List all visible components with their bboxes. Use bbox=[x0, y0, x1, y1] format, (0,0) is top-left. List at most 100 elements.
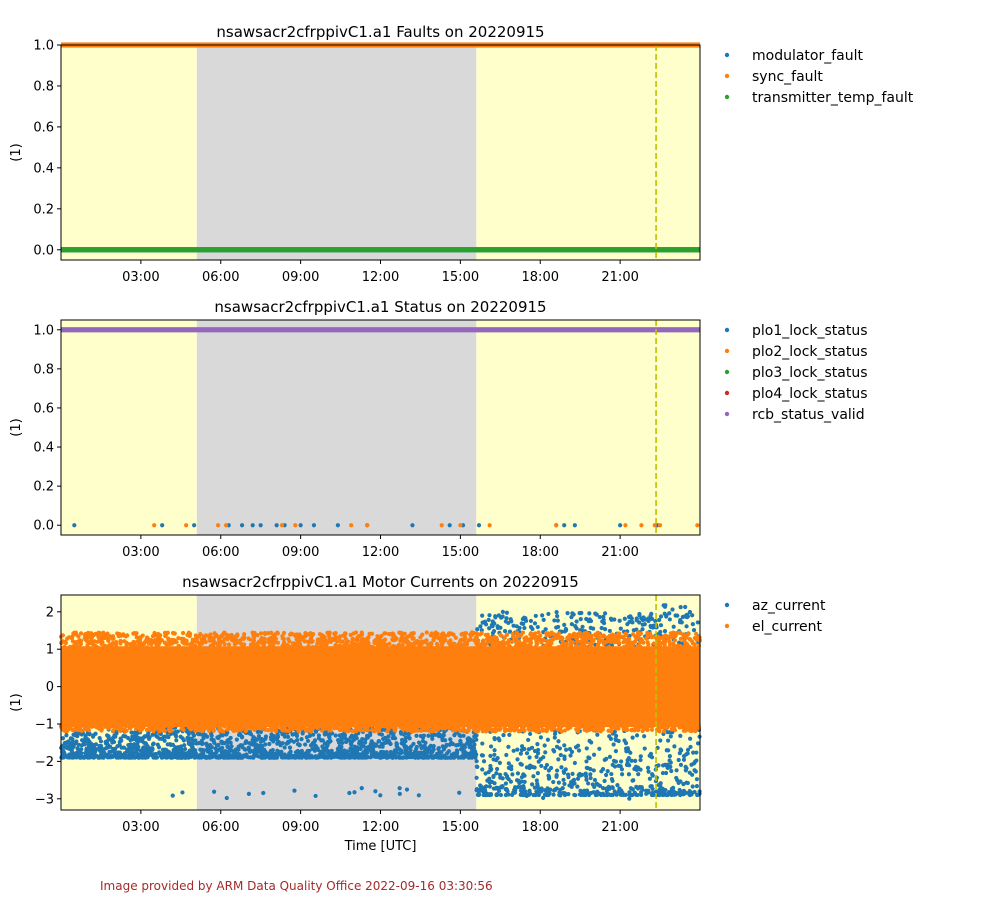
point-el_current bbox=[565, 725, 571, 731]
point-az_current bbox=[158, 752, 163, 757]
point-el_current bbox=[505, 727, 511, 733]
point-az_current bbox=[186, 731, 191, 737]
point-az_current bbox=[377, 744, 382, 749]
point-az_current bbox=[648, 784, 653, 789]
point-az_current bbox=[364, 750, 370, 756]
point-az_current bbox=[573, 745, 579, 750]
point-el_current bbox=[240, 635, 246, 641]
point-el_current bbox=[520, 630, 526, 635]
point-el_current bbox=[579, 634, 584, 639]
point-el_current bbox=[121, 632, 126, 637]
point-az_current bbox=[474, 764, 480, 769]
point-el_current bbox=[122, 727, 127, 732]
point-el_current bbox=[415, 728, 420, 733]
point-el_current bbox=[672, 638, 678, 643]
point-az_current bbox=[488, 753, 493, 758]
point-az_current bbox=[101, 747, 106, 752]
point-el_current bbox=[106, 638, 111, 643]
point-az_current bbox=[225, 744, 230, 749]
point-az_current bbox=[635, 792, 640, 798]
point-az_current bbox=[62, 740, 67, 746]
point-el_current bbox=[193, 633, 198, 638]
point-az_current bbox=[658, 738, 663, 743]
point-az_current bbox=[174, 738, 179, 743]
point-az_current bbox=[446, 749, 452, 754]
point-el_current bbox=[379, 638, 384, 643]
point-az_current bbox=[170, 793, 175, 798]
point-az_current bbox=[504, 752, 509, 758]
point-az_current bbox=[147, 752, 152, 758]
point-az_current bbox=[418, 733, 423, 739]
point-az_current bbox=[552, 749, 557, 754]
point-az_current bbox=[634, 733, 640, 738]
point-az_current bbox=[628, 750, 633, 755]
point-az_current bbox=[219, 739, 224, 744]
point-el_current bbox=[251, 638, 257, 643]
point-el_current bbox=[297, 642, 303, 648]
point-az_current bbox=[390, 754, 395, 759]
point-az_current bbox=[409, 744, 414, 749]
point-az_current bbox=[493, 786, 498, 791]
point-az_current bbox=[519, 744, 525, 749]
point-az_current bbox=[596, 782, 601, 787]
point-az_current bbox=[406, 750, 411, 756]
point-az_current bbox=[509, 767, 514, 772]
y-tick-label: 0.0 bbox=[33, 243, 54, 258]
point-az_current bbox=[220, 733, 225, 738]
point-el_current bbox=[446, 726, 452, 731]
point-az_current bbox=[315, 754, 320, 759]
point-el_current bbox=[343, 636, 348, 641]
point-az_current bbox=[528, 763, 533, 768]
point-el_current bbox=[448, 631, 454, 636]
point-el_current bbox=[78, 631, 84, 636]
point-az_current bbox=[515, 757, 520, 762]
point-az_current bbox=[690, 622, 695, 627]
point-az_current bbox=[497, 772, 503, 777]
point-az_current bbox=[556, 780, 561, 785]
point-az_current bbox=[297, 742, 302, 747]
point-el_current bbox=[180, 630, 186, 636]
point-el_current bbox=[114, 726, 119, 731]
point-az_current bbox=[651, 792, 656, 798]
point-el_current bbox=[122, 639, 127, 644]
point-az_current bbox=[419, 745, 424, 751]
point-el_current bbox=[513, 637, 518, 643]
point-el_current bbox=[238, 727, 243, 732]
point-az_current bbox=[557, 746, 563, 751]
point-az_current bbox=[129, 755, 134, 760]
point-az_current bbox=[627, 796, 632, 801]
point-el_current bbox=[203, 726, 208, 731]
point-az_current bbox=[558, 752, 563, 758]
point-az_current bbox=[399, 750, 404, 755]
point-az_current bbox=[588, 772, 593, 777]
point-el_current bbox=[275, 630, 280, 635]
point-el_current bbox=[226, 642, 232, 647]
point-el_current bbox=[365, 637, 370, 642]
point-az_current bbox=[638, 790, 644, 795]
point-az_current bbox=[226, 740, 231, 745]
point-el_current bbox=[150, 638, 156, 643]
point-az_current bbox=[66, 739, 71, 744]
point-el_current bbox=[477, 632, 483, 637]
point-el_current bbox=[293, 634, 298, 639]
point-az_current bbox=[494, 771, 499, 776]
point-az_current bbox=[447, 742, 452, 747]
night-band bbox=[61, 45, 197, 260]
point-az_current bbox=[214, 750, 219, 755]
point-az_current bbox=[588, 625, 593, 630]
point-az_current bbox=[248, 748, 253, 753]
y-axis-label: (1) bbox=[9, 143, 24, 161]
point-el_current bbox=[539, 640, 544, 645]
point-az_current bbox=[634, 767, 639, 773]
point-az_current bbox=[639, 785, 644, 790]
point-az_current bbox=[528, 618, 534, 624]
point-az_current bbox=[495, 624, 500, 629]
point-az_current bbox=[493, 615, 498, 620]
point-az_current bbox=[98, 743, 104, 749]
point-az_current bbox=[430, 736, 435, 741]
point-az_current bbox=[614, 733, 619, 739]
point-az_current bbox=[595, 732, 600, 737]
point-az_current bbox=[441, 747, 447, 752]
point-el_current bbox=[562, 641, 567, 646]
point-az_current bbox=[190, 747, 195, 753]
